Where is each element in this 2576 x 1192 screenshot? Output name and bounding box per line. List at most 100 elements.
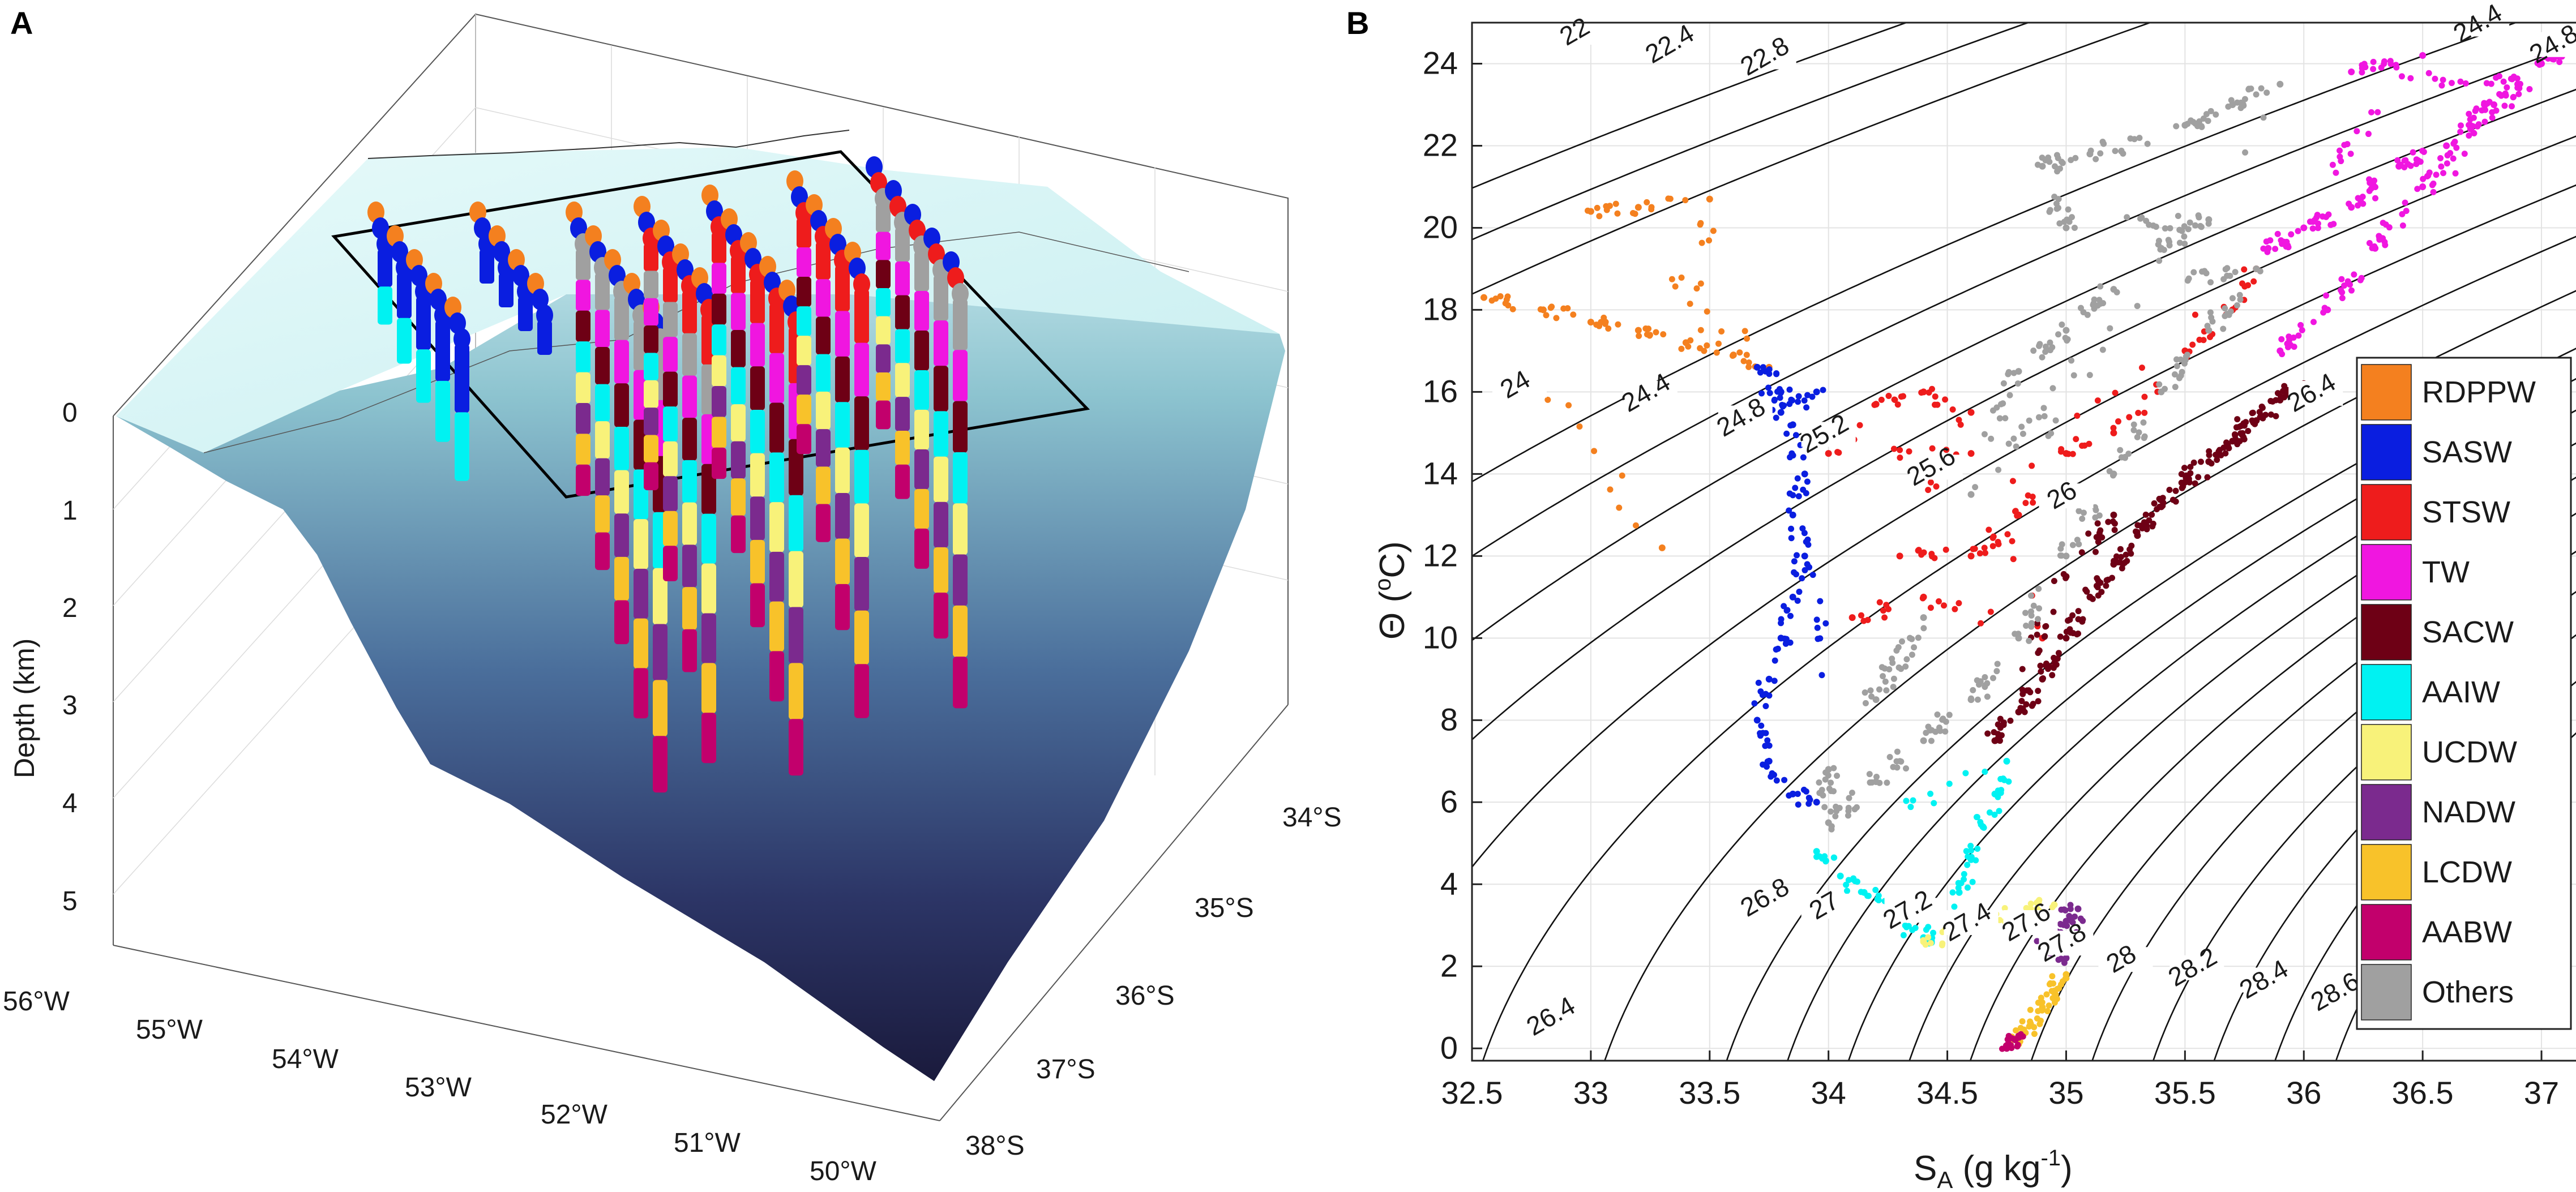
- data-point: [2031, 1024, 2038, 1031]
- water-mass-segment: [797, 395, 811, 425]
- data-point: [2012, 508, 2019, 514]
- data-point: [1648, 204, 1655, 211]
- data-point: [2058, 446, 2065, 453]
- data-point: [2106, 468, 2113, 475]
- data-point: [2206, 452, 2213, 458]
- data-point: [2309, 225, 2316, 232]
- isopycnal-label-bg: [1908, 454, 1963, 480]
- data-point: [2051, 989, 2057, 996]
- water-mass-segment: [576, 341, 590, 373]
- coastline: [367, 130, 850, 159]
- data-point: [2053, 996, 2060, 1002]
- data-point: [1682, 197, 1689, 204]
- water-mass-segment: [644, 325, 658, 354]
- data-point: [2059, 321, 2065, 328]
- data-point: [2013, 1036, 2019, 1043]
- data-point: [2030, 602, 2037, 609]
- data-point: [2068, 214, 2075, 221]
- data-point: [2323, 292, 2330, 299]
- data-point: [2109, 472, 2116, 479]
- data-point: [1710, 228, 1717, 234]
- data-point: [1866, 771, 1873, 778]
- data-point: [2213, 111, 2219, 118]
- lon-tick: 55°W: [136, 1015, 203, 1045]
- data-point: [2069, 542, 2076, 548]
- legend-label: SASW: [2422, 435, 2512, 469]
- data-point: [2493, 107, 2500, 114]
- data-point: [2107, 325, 2113, 332]
- data-point: [2053, 205, 2060, 212]
- data-point: [1982, 674, 1988, 680]
- data-point: [2337, 153, 2343, 160]
- data-point: [2098, 589, 2105, 595]
- data-point: [2062, 224, 2070, 231]
- data-point: [2111, 520, 2118, 527]
- data-point: [1813, 388, 1820, 396]
- data-point: [1981, 431, 1988, 438]
- data-point: [1856, 422, 1863, 428]
- data-point: [1915, 547, 1922, 554]
- legend-label: SACW: [2422, 615, 2514, 649]
- data-point: [2466, 110, 2472, 117]
- data-point: [2094, 397, 2101, 404]
- data-point: [2358, 275, 2365, 281]
- data-point: [1497, 293, 1504, 300]
- water-mass-segment: [663, 546, 678, 581]
- data-point: [1964, 884, 1971, 891]
- data-point: [2112, 148, 2119, 155]
- data-point: [2424, 173, 2430, 180]
- data-point: [1925, 934, 1932, 941]
- data-point: [2354, 128, 2360, 135]
- data-point: [2023, 904, 2030, 911]
- data-point: [2156, 258, 2163, 264]
- water-mass-segment: [854, 342, 869, 397]
- data-point: [1832, 813, 1839, 820]
- data-point: [1786, 792, 1792, 799]
- water-mass-segment: [797, 218, 811, 248]
- data-point: [1876, 599, 1883, 606]
- data-point: [2010, 556, 2017, 563]
- bathymetry-surface: [116, 170, 1285, 1081]
- series-aabw: [1999, 1031, 2026, 1052]
- isopycnal-label-bg: [1884, 898, 1939, 923]
- data-point: [1981, 544, 1988, 551]
- lon-axis: 56°W 55°W 54°W 53°W 52°W 51°W 50°W: [3, 987, 877, 1186]
- data-point: [2045, 155, 2052, 161]
- data-point: [2049, 973, 2056, 980]
- data-point: [2401, 157, 2408, 164]
- water-mass-segment: [644, 298, 658, 327]
- data-point: [2234, 99, 2241, 106]
- data-point: [2035, 649, 2042, 656]
- data-point: [1795, 493, 1802, 500]
- data-point: [2057, 633, 2064, 640]
- water-mass-segment: [663, 371, 678, 408]
- data-point: [1704, 308, 1710, 315]
- water-mass-segment: [750, 366, 765, 410]
- data-point: [2155, 241, 2162, 248]
- data-point: [1903, 797, 1910, 804]
- data-point: [2089, 595, 2096, 602]
- isopycnal-label-bg: [2039, 931, 2094, 956]
- water-mass-segment: [750, 409, 765, 454]
- data-point: [2014, 1043, 2021, 1050]
- data-point: [2037, 662, 2044, 669]
- data-point: [2019, 430, 2026, 437]
- data-point: [1762, 702, 1769, 709]
- data-point: [1929, 553, 1936, 560]
- data-point: [2486, 98, 2493, 105]
- data-point: [2381, 58, 2387, 65]
- depth-tick: 5: [62, 886, 78, 916]
- data-point: [2099, 534, 2106, 541]
- panel-a-label: A: [10, 5, 33, 41]
- data-point: [2056, 220, 2063, 227]
- water-mass-segment: [663, 302, 678, 338]
- water-mass-segment: [644, 353, 658, 381]
- data-point: [1713, 349, 1720, 356]
- data-point: [2192, 222, 2199, 229]
- lon-tick: 52°W: [541, 1100, 608, 1130]
- data-point: [1984, 680, 1991, 687]
- water-mass-segment: [914, 251, 929, 291]
- data-point: [2430, 188, 2437, 195]
- data-point: [1971, 545, 1978, 552]
- water-mass-segment: [653, 736, 667, 793]
